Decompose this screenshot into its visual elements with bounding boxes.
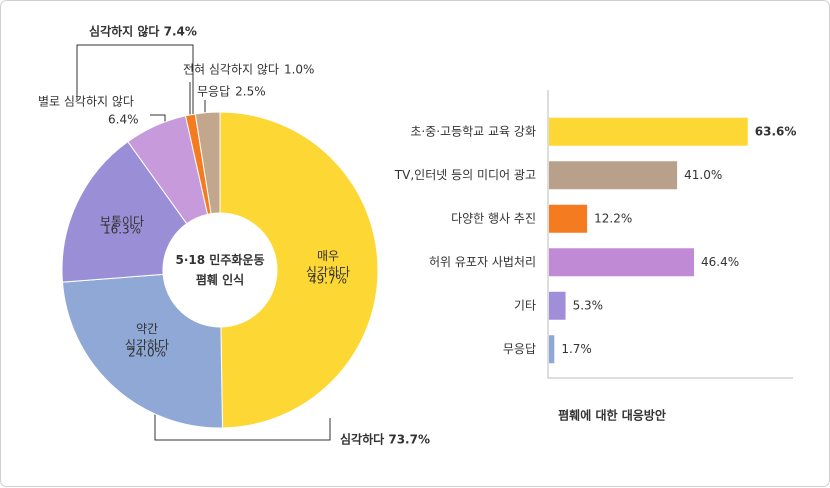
- slice-value: 24.0%: [128, 346, 166, 360]
- value-label: 12.2%: [594, 211, 632, 225]
- value-label: 46.4%: [701, 255, 739, 269]
- annotation: 심각하다 73.7%: [340, 432, 430, 447]
- leaders: [76, 44, 793, 441]
- annotation: 심각하지 않다 7.4%: [89, 24, 197, 39]
- value-label: 63.6%: [755, 124, 797, 138]
- y-tick-label: 무응답: [503, 342, 536, 356]
- slice-label: 무응답: [197, 85, 230, 99]
- donut-hole: [163, 213, 277, 327]
- slice-label: 약간 심각하다: [125, 321, 169, 352]
- slice-value: 49.7%: [309, 273, 347, 287]
- slice-value: 16.3%: [103, 223, 141, 237]
- value-label: 1.7%: [561, 342, 592, 356]
- y-tick-label: 다양한 행사 추진: [451, 210, 536, 225]
- pie-title: 5·18 민주화운동 폄훼 인식: [176, 252, 265, 287]
- y-tick-label: 초·중·고등학교 교육 강화: [410, 124, 536, 138]
- slice-value: 6.4%: [108, 113, 139, 127]
- bar: [549, 291, 566, 320]
- bar-title: 폄훼에 대한 대응방안: [558, 408, 666, 423]
- slice-label: 별로 심각하지 않다: [38, 95, 134, 109]
- bar: [549, 117, 748, 146]
- slice-label: 전혀 심각하지 않다: [183, 63, 279, 77]
- bar: [549, 204, 588, 233]
- bar: [549, 335, 555, 364]
- bar: [549, 248, 694, 277]
- slice-value: 2.5%: [235, 85, 266, 99]
- y-tick-label: TV,인터넷 등의 미디어 광고: [394, 168, 536, 182]
- y-tick-label: 허위 유포자 사법처리: [429, 255, 536, 269]
- value-label: 5.3%: [573, 298, 604, 312]
- y-tick-label: 기타: [514, 298, 536, 312]
- value-label: 41.0%: [684, 168, 722, 182]
- slice-value: 1.0%: [284, 63, 315, 77]
- slice-label: 보통이다: [100, 215, 144, 229]
- bar: [549, 161, 678, 190]
- slice-label: 매우 심각하다: [306, 249, 350, 279]
